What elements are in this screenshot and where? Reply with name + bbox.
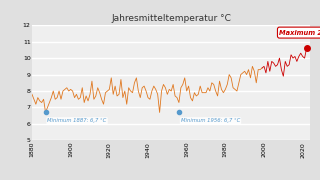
Text: Minimum 1887: 6,7 °C: Minimum 1887: 6,7 °C <box>47 118 107 123</box>
Title: Jahresmitteltemperatur °C: Jahresmitteltemperatur °C <box>111 14 231 23</box>
Text: Maximum 2022: 10,6 °C: Maximum 2022: 10,6 °C <box>279 29 320 36</box>
Text: Minimum 1956: 6,7 °C: Minimum 1956: 6,7 °C <box>181 118 240 123</box>
